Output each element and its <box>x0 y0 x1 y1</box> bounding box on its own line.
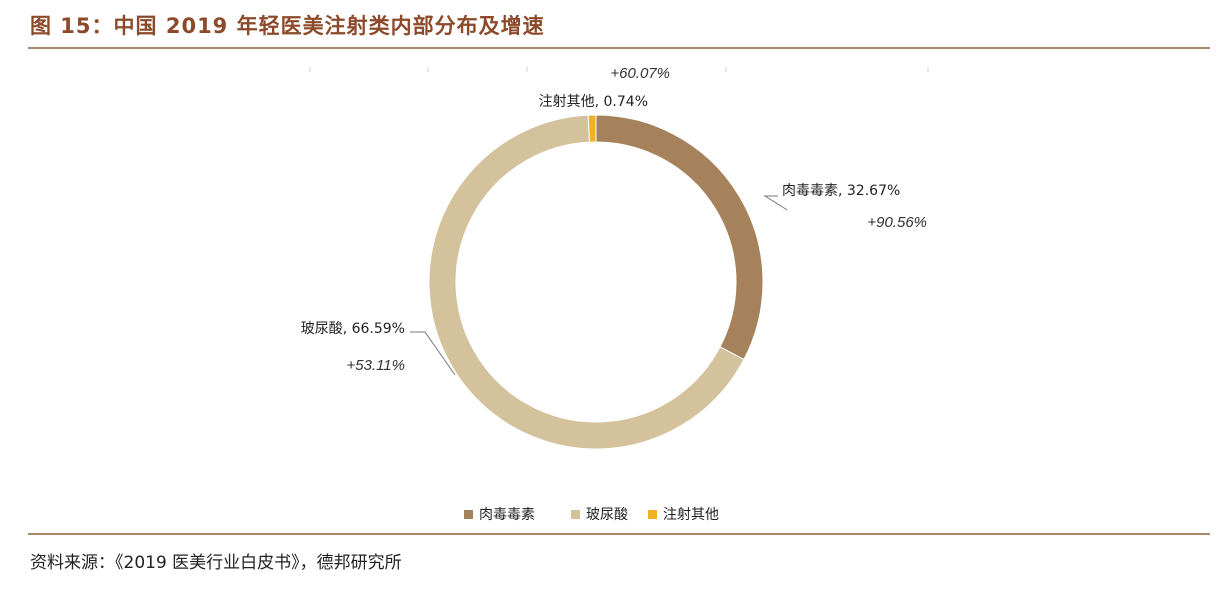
data-labels: 肉毒毒素, 32.67% +90.56% 玻尿酸, 66.59% +53.11% 注射其… <box>301 65 927 374</box>
growth-label-0: +90.56% <box>867 214 927 231</box>
top-rule <box>28 47 1210 49</box>
data-label-2: 注射其他, 0.74% <box>539 94 648 110</box>
slice-1 <box>428 114 745 450</box>
growth-label-1: +53.11% <box>346 357 405 374</box>
legend-swatch-2 <box>648 510 657 519</box>
leader-line-0 <box>763 195 788 211</box>
legend-label-2: 注射其他 <box>663 507 719 523</box>
data-label-0: 肉毒毒素, 32.67% <box>782 183 900 199</box>
leader-line-1 <box>410 331 456 376</box>
chart-legend: 肉毒毒素 玻尿酸 注射其他 <box>464 507 719 523</box>
legend-label-0: 肉毒毒素 <box>479 507 535 523</box>
legend-swatch-1 <box>571 510 580 519</box>
source-note: 资料来源：《2019 医美行业白皮书》，德邦研究所 <box>30 553 402 573</box>
legend-swatch-0 <box>464 510 473 519</box>
top-tick-marks <box>309 67 929 72</box>
leader-lines <box>410 195 788 376</box>
data-label-1: 玻尿酸, 66.59% <box>301 321 405 337</box>
legend-label-1: 玻尿酸 <box>586 507 628 523</box>
bottom-rule <box>28 533 1210 535</box>
slice-2 <box>587 114 597 143</box>
growth-label-2: +60.07% <box>610 65 670 82</box>
figure-title: 图 15：中国 2019 年轻医美注射类内部分布及增速 <box>30 14 545 38</box>
slice-0 <box>595 114 764 361</box>
donut-slices <box>428 114 764 450</box>
